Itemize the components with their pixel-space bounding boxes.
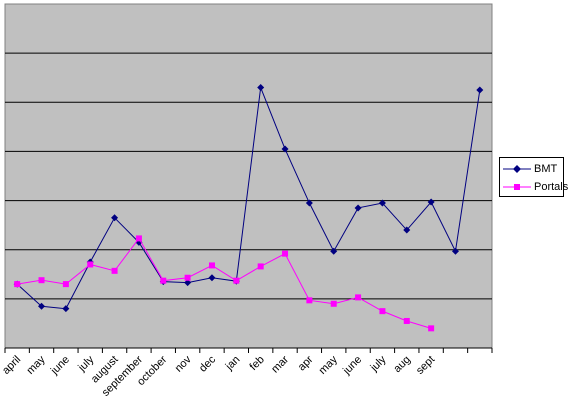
bmt-point-14 bbox=[354, 204, 362, 212]
bmt-diamond-icon bbox=[503, 165, 531, 173]
bmt-point-12 bbox=[305, 199, 313, 207]
bmt-point-1 bbox=[38, 302, 46, 310]
bmt-point-4 bbox=[111, 214, 119, 222]
bmt-point-7 bbox=[184, 279, 192, 287]
portals-point-4 bbox=[111, 267, 118, 274]
portals-square-icon bbox=[503, 184, 531, 190]
x-tick-label-1: may bbox=[24, 353, 48, 377]
bmt-point-15 bbox=[378, 199, 386, 207]
bmt-point-19 bbox=[476, 86, 484, 94]
portals-point-14 bbox=[355, 294, 362, 301]
portals-point-15 bbox=[379, 308, 386, 315]
bmt-series-line bbox=[16, 87, 481, 310]
portals-point-12 bbox=[306, 297, 313, 304]
portals-point-9 bbox=[233, 277, 240, 284]
legend-label-portals: Portals bbox=[534, 181, 569, 193]
portals-point-17 bbox=[428, 325, 435, 332]
bmt-point-13 bbox=[330, 247, 338, 255]
legend-label-bmt: BMT bbox=[534, 163, 558, 175]
portals-point-7 bbox=[184, 274, 191, 281]
bmt-point-2 bbox=[62, 305, 70, 313]
bmt-point-16 bbox=[403, 226, 411, 234]
portals-point-0 bbox=[14, 281, 21, 288]
portals-point-5 bbox=[135, 235, 142, 242]
x-tick-label-16: aug bbox=[391, 354, 412, 375]
portals-point-2 bbox=[62, 281, 69, 288]
x-tick-label-17: sept bbox=[414, 354, 437, 377]
portals-point-13 bbox=[330, 300, 337, 307]
portals-point-16 bbox=[403, 317, 410, 324]
portals-point-3 bbox=[87, 261, 94, 268]
x-tick-label-11: mar bbox=[269, 353, 291, 375]
portals-point-10 bbox=[257, 263, 264, 270]
x-tick-label-14: june bbox=[340, 354, 364, 378]
x-tick-label-8: dec bbox=[197, 353, 218, 374]
bmt-point-17 bbox=[427, 198, 435, 206]
portals-point-11 bbox=[282, 250, 289, 257]
portals-point-1 bbox=[38, 277, 45, 284]
x-tick-label-0: april bbox=[0, 354, 23, 377]
x-tick-label-2: june bbox=[48, 354, 72, 378]
bmt-point-18 bbox=[451, 247, 459, 255]
x-tick-label-12: apr bbox=[296, 353, 316, 373]
gridlines bbox=[5, 52, 492, 300]
bmt-point-11 bbox=[281, 145, 289, 153]
portals-point-6 bbox=[160, 277, 167, 284]
x-tick-label-10: feb bbox=[247, 354, 266, 373]
bmt-point-8 bbox=[208, 274, 216, 282]
x-tick-label-9: jan bbox=[223, 354, 243, 374]
bmt-point-10 bbox=[257, 84, 265, 92]
x-tick-label-15: july bbox=[368, 353, 389, 374]
series-layer bbox=[13, 84, 484, 332]
portals-series-line bbox=[17, 237, 432, 329]
portals-point-8 bbox=[208, 262, 215, 269]
legend: BMT Portals bbox=[499, 157, 568, 197]
x-axis bbox=[4, 347, 493, 353]
x-tick-label-13: may bbox=[317, 353, 341, 377]
plot-area bbox=[4, 3, 493, 349]
x-tick-label-7: nov bbox=[173, 353, 194, 374]
